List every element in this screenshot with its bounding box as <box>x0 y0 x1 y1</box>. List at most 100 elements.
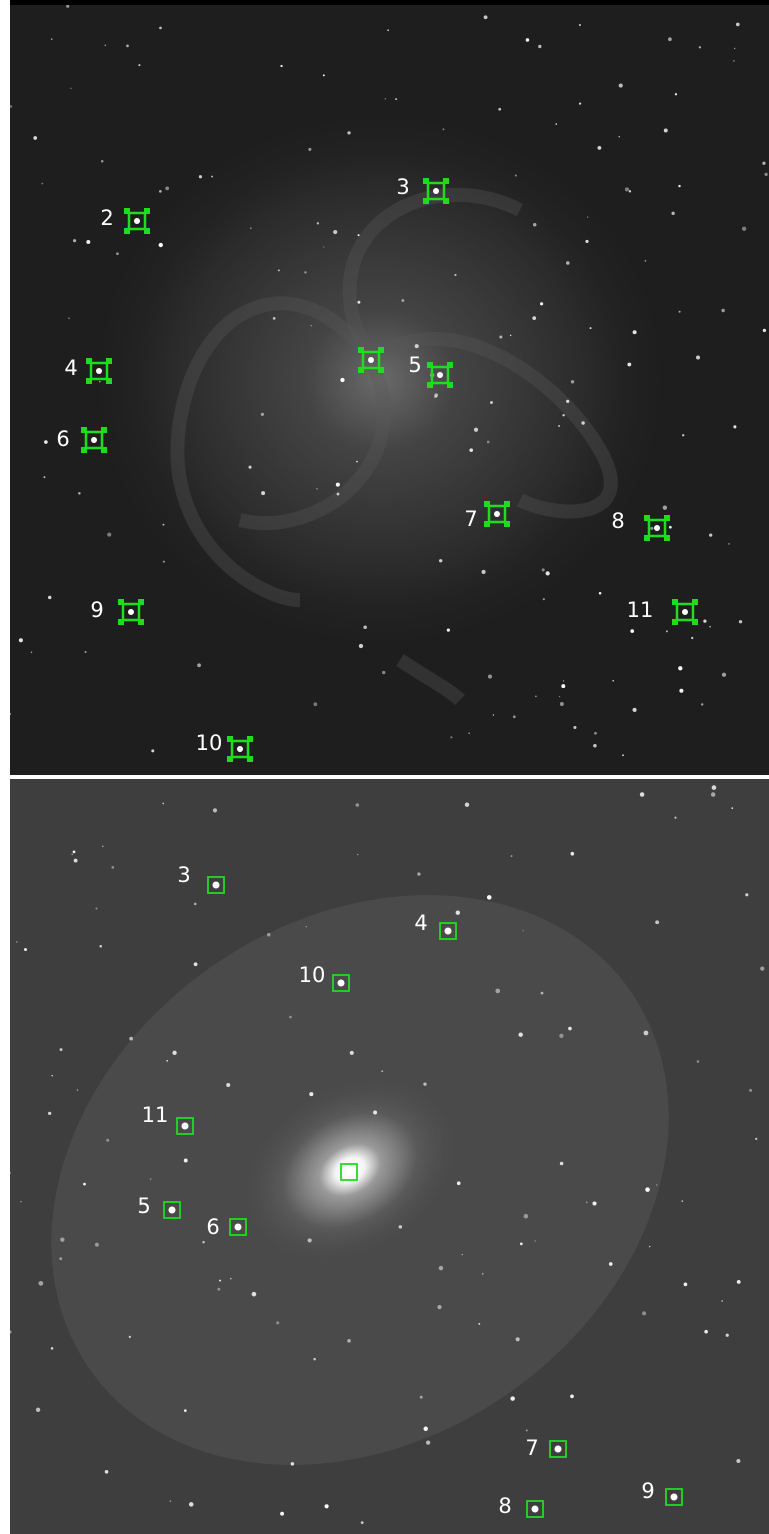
marker-label: 9 <box>641 1479 654 1503</box>
star <box>33 136 37 140</box>
marker-corner <box>672 619 678 625</box>
star <box>102 846 103 847</box>
star <box>85 651 87 653</box>
star <box>538 45 541 48</box>
star <box>358 234 360 236</box>
star <box>423 1427 427 1431</box>
star <box>237 746 243 752</box>
star <box>99 945 102 948</box>
star <box>95 907 97 909</box>
star <box>101 160 104 163</box>
star <box>594 732 597 735</box>
marker-label: 7 <box>464 507 477 531</box>
star <box>640 792 644 796</box>
star <box>669 526 672 529</box>
marker-corner <box>644 535 650 541</box>
marker-corner <box>227 736 233 742</box>
marker-corner <box>664 535 670 541</box>
star <box>60 1237 64 1241</box>
star <box>674 817 676 819</box>
star <box>420 1396 423 1399</box>
star <box>129 1336 131 1338</box>
star <box>357 854 358 855</box>
star <box>612 680 614 682</box>
marker-label: 10 <box>196 731 223 755</box>
star <box>763 329 766 332</box>
marker-corner <box>124 208 130 214</box>
star <box>520 1243 523 1246</box>
star <box>728 543 730 545</box>
star <box>468 732 470 734</box>
star <box>437 1305 441 1309</box>
star <box>555 1446 562 1453</box>
star <box>678 185 680 187</box>
star <box>684 1283 688 1287</box>
star <box>765 173 768 176</box>
marker-corner <box>443 198 449 204</box>
marker-corner <box>247 736 253 742</box>
star <box>563 680 564 681</box>
marker-corner <box>423 178 429 184</box>
star <box>650 527 653 530</box>
star <box>99 381 100 382</box>
star <box>48 1112 51 1115</box>
star <box>129 1037 133 1041</box>
star <box>357 301 360 304</box>
marker-label: 7 <box>525 1436 538 1460</box>
star <box>518 1032 522 1036</box>
star <box>691 637 693 639</box>
star <box>395 98 397 100</box>
marker-label: 5 <box>408 353 421 377</box>
star <box>488 675 492 679</box>
marker-corner <box>672 599 678 605</box>
marker-corner <box>124 228 130 234</box>
star <box>423 1083 426 1086</box>
star <box>560 702 564 706</box>
star <box>159 190 162 193</box>
star <box>465 803 469 807</box>
star <box>60 1048 63 1051</box>
star <box>482 1273 483 1274</box>
star <box>95 1243 99 1247</box>
star <box>105 1470 109 1474</box>
star <box>450 736 452 738</box>
star <box>73 239 76 242</box>
star <box>77 1089 78 1090</box>
star <box>317 222 319 224</box>
star <box>562 414 564 416</box>
star <box>306 926 307 927</box>
star <box>336 483 340 487</box>
star <box>655 920 659 924</box>
star <box>261 491 265 495</box>
star <box>542 568 545 571</box>
star <box>170 1500 172 1502</box>
star <box>733 425 736 428</box>
star <box>417 872 420 875</box>
star <box>443 128 445 130</box>
star <box>162 524 164 526</box>
star <box>749 1089 752 1092</box>
star <box>726 1334 729 1337</box>
marker-corner <box>447 382 453 388</box>
star <box>619 136 620 137</box>
star <box>526 1429 528 1431</box>
marker-label: 5 <box>137 1194 150 1218</box>
star <box>401 299 404 302</box>
star <box>138 64 140 66</box>
star <box>546 571 550 575</box>
star <box>498 108 501 111</box>
marker-corner <box>447 362 453 368</box>
star <box>678 666 682 670</box>
star <box>106 1139 109 1142</box>
star <box>487 441 490 444</box>
star <box>83 1183 86 1186</box>
star <box>592 1201 596 1205</box>
star <box>199 175 202 178</box>
star <box>19 638 23 642</box>
star <box>609 1262 613 1266</box>
star <box>495 989 500 994</box>
star <box>760 967 764 971</box>
star <box>51 1075 52 1076</box>
star <box>681 1200 683 1202</box>
star <box>194 962 198 966</box>
